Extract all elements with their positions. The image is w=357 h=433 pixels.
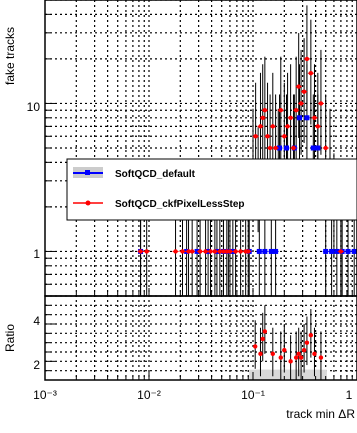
ratio-marker [270,351,275,357]
ratio-marker [278,355,283,360]
marker-default [304,115,310,121]
ratio-band [258,369,271,380]
marker-default [323,248,329,254]
marker-ckf [224,249,230,254]
x-tick-label-1: 1 [346,388,353,402]
legend-label-default: SoftQCD_default [115,169,196,180]
ratio-marker [296,351,301,357]
legend-label-ckf: SoftQCD_ckfPixelLessStep [115,199,245,210]
ratio-panel-frame [44,295,357,381]
marker-ckf [233,249,238,254]
ratio-marker [260,336,265,342]
marker-ckf [258,124,263,129]
marker-ckf [138,249,143,254]
x-tick-label-1e-2: 10⁻² [137,388,161,402]
ratio-marker [308,333,314,338]
marker-ckf [308,71,314,76]
marker-default [262,248,268,254]
ratio-y-tick-label-2: 2 [33,358,40,372]
x-tick-label-1e-3: 10⁻³ [33,388,57,402]
marker-default [297,115,303,121]
marker-ckf [312,115,317,120]
marker-ckf [238,249,243,254]
y-tick-label-10: 10 [27,100,41,114]
marker-ckf [298,101,304,106]
ratio-marker [301,347,307,353]
marker-default [334,248,340,254]
legend-swatch-ckf-marker [85,200,91,206]
marker-default [284,145,290,151]
marker-default [256,248,262,254]
marker-ckf [173,249,178,254]
marker-ckf [180,249,185,254]
marker-ckf [291,145,296,151]
marker-ckf [186,249,191,254]
marker-default [315,145,321,151]
marker-ckf [265,134,270,139]
marker-default [268,248,274,254]
marker-ckf [262,108,268,113]
marker-ckf [273,145,278,151]
marker-ckf [267,145,273,151]
marker-ckf [293,108,299,113]
marker-ckf [318,101,324,106]
y-axis-label-top: fake tracks [3,27,17,85]
marker-ckf [338,249,344,254]
marker-ckf [301,89,307,94]
ratio-marker [262,329,268,334]
data-points [137,56,357,364]
marker-default [310,145,316,151]
marker-ckf [227,249,233,254]
marker-ckf [212,249,218,254]
marker-ckf [278,108,283,113]
marker-ckf [189,249,195,254]
marker-ckf [288,115,293,120]
ratio-marker [258,351,263,357]
ratio-band [278,369,291,380]
marker-default [277,145,283,151]
ratio-marker [312,351,317,357]
marker-ckf [208,249,213,254]
marker-ckf [144,249,149,254]
marker-ckf [315,124,321,129]
marker-default [194,248,200,254]
ratio-marker [298,355,304,360]
marker-ckf [296,84,301,89]
marker-default [351,248,357,254]
marker-ckf [323,145,328,151]
marker-ckf [304,56,310,62]
marker-ckf [253,134,258,139]
marker-ckf [270,124,275,129]
marker-ckf [260,115,265,120]
ratio-y-tick-label-4: 4 [33,314,40,328]
marker-ckf [197,249,203,254]
ratio-marker [318,355,324,360]
ratio-marker [253,344,258,349]
marker-default [273,248,279,254]
y-tick-label-1: 1 [33,247,40,261]
marker-ckf [217,249,223,254]
ratio-marker [288,359,293,364]
legend-swatch-default-marker [85,170,90,175]
legend-box [66,158,357,221]
ratio-marker [282,347,287,353]
legend: SoftQCD_default SoftQCD_ckfPixelLessStep [66,158,357,221]
marker-ckf [203,249,208,254]
x-axis-label: track min ΔR [286,407,355,421]
x-tick-label-1e-1: 10⁻¹ [241,388,265,402]
marker-ckf [282,134,287,139]
ratio-marker [304,340,310,345]
y-axis-label-ratio: Ratio [3,324,17,352]
marker-ckf [221,249,226,254]
marker-default [329,248,335,254]
marker-ckf [285,124,290,129]
marker-default [345,248,351,254]
marker-ckf [246,249,251,254]
ratio-marker [293,355,299,360]
axis-ticks [44,0,357,380]
